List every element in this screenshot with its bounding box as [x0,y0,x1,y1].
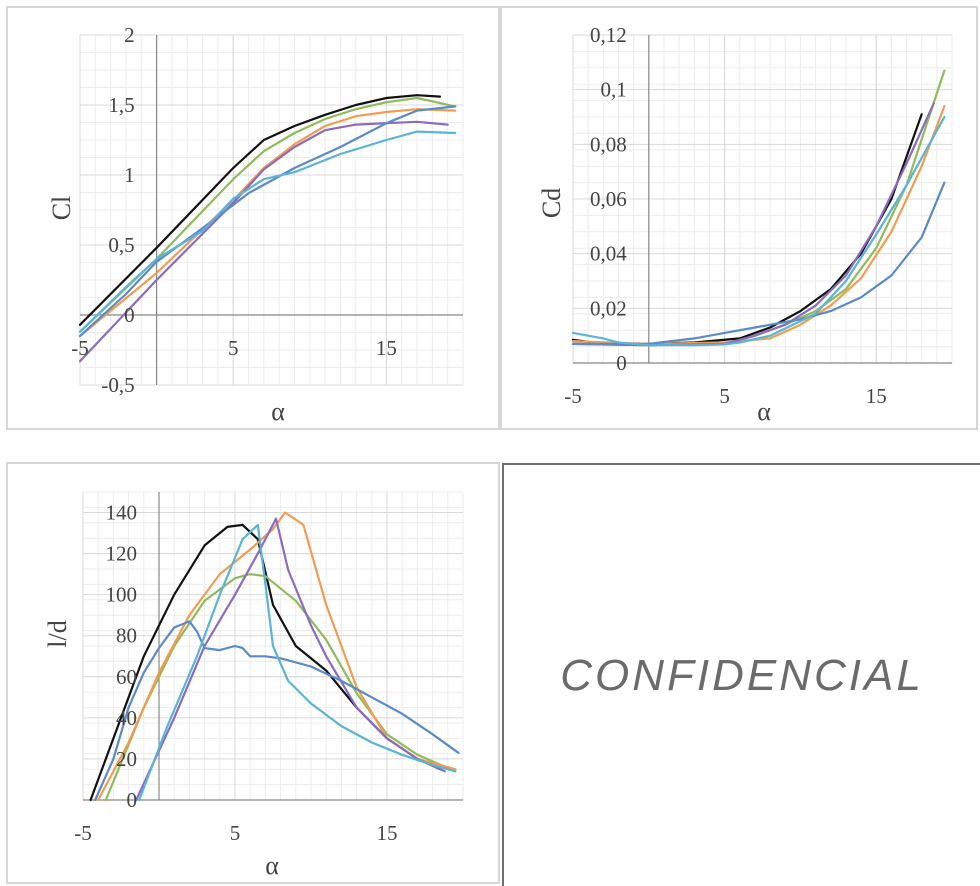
grid [82,491,464,801]
y-tick-label: 20 [116,747,137,771]
series-line-purple [571,102,935,347]
y-tick-label: 40 [116,706,137,730]
grid [79,34,464,386]
x-tick-label: -5 [71,336,89,360]
y-tick-label: 0,08 [590,132,627,156]
cl-chart: -0,5 0 0,5 1 1,5 2 -5 5 15 α Cl [47,23,464,426]
x-tick-label: 15 [866,384,887,408]
x-axis-title: α [757,397,771,426]
y-tick-label: -0,5 [101,373,134,397]
y-tick-label: 100 [106,583,138,607]
x-tick-label: 5 [228,336,239,360]
y-tick-label: 2 [124,23,135,47]
series-group [89,511,460,802]
series-line-lightblue [571,115,946,347]
y-tick-label: 0,1 [601,78,627,102]
y-tick-label: 0 [616,351,627,375]
cl-chart-panel: -0,5 0 0,5 1 1,5 2 -5 5 15 α Cl [6,6,500,430]
y-axis-title: l/d [43,620,72,647]
y-tick-label: 0,02 [590,296,627,320]
x-tick-label: 15 [376,336,397,360]
series-line-green [78,96,457,333]
x-tick-label: 5 [719,384,730,408]
y-tick-label: 0 [124,303,135,327]
y-tick-label: 1 [124,163,135,187]
series-line-lightblue [78,130,457,333]
series-line-blue [94,620,460,802]
y-tick-label: 120 [106,542,138,566]
y-tick-label: 80 [116,624,137,648]
confidential-panel: CONFIDENCIAL [502,463,980,886]
series-line-lightblue [138,523,457,802]
y-tick-label: 0 [127,788,138,812]
y-tick-label: 140 [106,501,138,525]
y-tick-label: 1,5 [108,93,134,117]
x-axis-title: α [271,397,285,426]
ld-chart: 0 20 40 60 80 100 120 140 -5 5 15 α l/d [43,491,464,880]
x-tick-label: 5 [230,821,241,845]
series-line-purple [78,120,449,363]
series-line-purple [135,517,446,802]
y-tick-label: 0,04 [590,242,627,266]
cd-chart-panel: 0 0,02 0,04 0,06 0,08 0,1 0,12 -5 5 15 α Cd [500,6,978,430]
series-line-green [571,69,946,347]
y-tick-label: 0,5 [108,233,134,257]
series-line-blue [571,181,946,345]
y-tick-label: 60 [116,665,137,689]
cd-chart: 0 0,02 0,04 0,06 0,08 0,1 0,12 -5 5 15 α Cd [537,23,953,426]
grid [572,34,953,364]
y-tick-label: 0,12 [590,23,627,47]
series-group [571,69,946,347]
x-tick-label: 15 [377,821,398,845]
y-axis-title: Cd [537,188,566,218]
series-line-orange [97,511,457,802]
series-line-black [78,94,442,326]
series-line-blue [78,105,457,338]
x-tick-label: -5 [74,821,92,845]
x-tick-label: -5 [564,384,582,408]
x-axis-title: α [265,851,279,880]
ld-chart-panel: 0 20 40 60 80 100 120 140 -5 5 15 α l/d [6,462,500,884]
series-group [78,94,457,363]
confidential-text: CONFIDENCIAL [560,650,924,700]
y-axis-title: Cl [47,196,76,221]
y-tick-label: 0,06 [590,187,627,211]
